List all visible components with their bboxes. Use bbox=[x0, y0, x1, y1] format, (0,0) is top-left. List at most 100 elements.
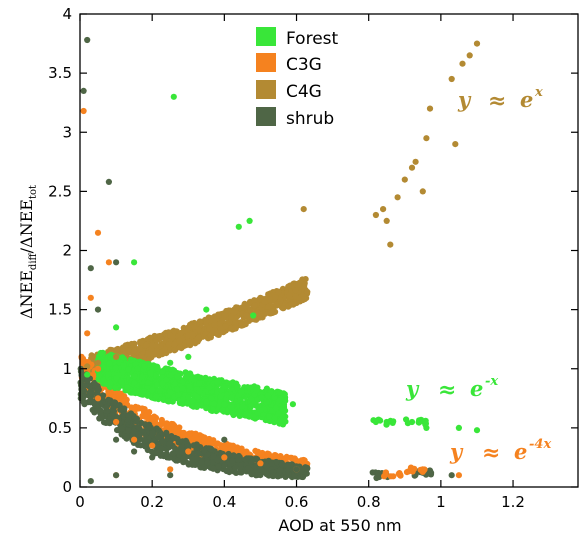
c3g-point bbox=[273, 453, 280, 460]
forest-point bbox=[275, 410, 282, 417]
c4g-point bbox=[157, 335, 164, 342]
shrub-point bbox=[427, 470, 434, 477]
data-points bbox=[77, 36, 481, 485]
eq-c4g-e: e bbox=[520, 87, 533, 112]
shrub-point bbox=[178, 444, 185, 451]
c4g-point bbox=[232, 324, 239, 331]
shrub-point bbox=[109, 412, 116, 419]
forest-point bbox=[271, 418, 278, 426]
forest-point bbox=[206, 384, 213, 391]
c4g-point bbox=[138, 339, 145, 346]
shrub-point bbox=[113, 472, 120, 479]
c4g-point bbox=[466, 52, 473, 59]
c4g-point bbox=[237, 319, 244, 326]
shrub-point bbox=[84, 377, 91, 384]
shrub-point bbox=[244, 465, 252, 472]
c3g-point bbox=[115, 389, 122, 397]
c4g-point bbox=[176, 344, 183, 351]
y-tick-label: 0 bbox=[62, 478, 72, 496]
c4g-point bbox=[286, 292, 293, 299]
y-tick-label: 3 bbox=[62, 123, 72, 141]
c4g-point bbox=[113, 346, 120, 353]
forest-point bbox=[118, 378, 125, 385]
c4g-point bbox=[408, 164, 416, 171]
c4g-point bbox=[448, 75, 455, 83]
shrub-point bbox=[141, 437, 148, 444]
forest-point bbox=[422, 420, 429, 427]
c4g-point bbox=[272, 294, 279, 301]
c4g-point bbox=[203, 318, 210, 325]
forest-point bbox=[221, 401, 228, 408]
c4g-point bbox=[146, 355, 153, 363]
c4g-point bbox=[170, 327, 178, 334]
forest-point bbox=[387, 417, 394, 424]
forest-point bbox=[245, 384, 253, 392]
c4g-point bbox=[251, 297, 258, 304]
forest-point bbox=[185, 353, 192, 360]
shrub-point bbox=[86, 389, 93, 396]
c4g-point bbox=[228, 313, 235, 320]
c4g-point bbox=[301, 296, 308, 303]
shrub-point bbox=[155, 450, 162, 457]
forest-point bbox=[179, 400, 186, 407]
c4g-point bbox=[419, 188, 426, 195]
forest-point bbox=[99, 359, 106, 366]
c4g-point bbox=[184, 332, 192, 339]
shrub-point bbox=[79, 387, 86, 394]
shrub-point bbox=[225, 450, 232, 458]
forest-point bbox=[258, 394, 265, 401]
y-tick-label: 2.5 bbox=[48, 182, 72, 200]
shrub-point bbox=[221, 462, 228, 469]
forest-point bbox=[248, 402, 255, 409]
legend-label-c3g: C3G bbox=[286, 55, 322, 75]
forest-point bbox=[197, 374, 204, 381]
shrub-point bbox=[113, 259, 120, 266]
legend-label-c4g: C4G bbox=[286, 82, 322, 102]
shrub-point bbox=[257, 466, 264, 473]
forest-point bbox=[131, 379, 138, 386]
y-title-sub: diff bbox=[28, 252, 39, 270]
c3g-point bbox=[157, 421, 164, 428]
forest-point bbox=[272, 405, 280, 412]
c4g-point bbox=[295, 281, 302, 288]
shrub-point bbox=[103, 404, 110, 411]
forest-point bbox=[403, 416, 410, 423]
c3g-point bbox=[265, 451, 272, 458]
forest-point bbox=[156, 387, 164, 394]
legend-swatch-c3g bbox=[256, 53, 276, 72]
forest-point bbox=[238, 389, 245, 396]
legend-label-shrub: shrub bbox=[286, 109, 334, 129]
c3g-point bbox=[387, 473, 394, 480]
shrub-point bbox=[113, 436, 120, 443]
c3g-point bbox=[173, 428, 180, 435]
forest-point bbox=[415, 419, 423, 426]
forest-point bbox=[112, 384, 119, 391]
c4g-point bbox=[149, 342, 156, 349]
c3g-point bbox=[167, 466, 174, 473]
shrub-point bbox=[125, 427, 132, 434]
shrub-point bbox=[174, 457, 181, 464]
eq-forest-e: e bbox=[470, 376, 483, 401]
forest-point bbox=[131, 259, 138, 266]
forest-point bbox=[196, 380, 203, 387]
shrub-point bbox=[233, 469, 240, 476]
shrub-point bbox=[133, 415, 140, 422]
forest-point bbox=[276, 389, 283, 396]
forest-point bbox=[203, 306, 210, 313]
forest-point bbox=[203, 398, 210, 405]
c4g-point bbox=[257, 294, 264, 301]
c4g-point bbox=[288, 301, 295, 308]
forest-point bbox=[183, 373, 190, 380]
shrub-point bbox=[131, 448, 138, 455]
c4g-point bbox=[239, 304, 246, 311]
forest-point bbox=[236, 412, 243, 419]
forest-point bbox=[194, 402, 201, 409]
c3g-point bbox=[257, 460, 264, 467]
c3g-point bbox=[149, 442, 156, 449]
shrub-point bbox=[155, 434, 162, 441]
forest-point bbox=[84, 371, 91, 378]
shrub-point bbox=[117, 406, 124, 413]
forest-point bbox=[235, 223, 242, 230]
shrub-point bbox=[141, 442, 148, 449]
shrub-point bbox=[111, 399, 118, 406]
